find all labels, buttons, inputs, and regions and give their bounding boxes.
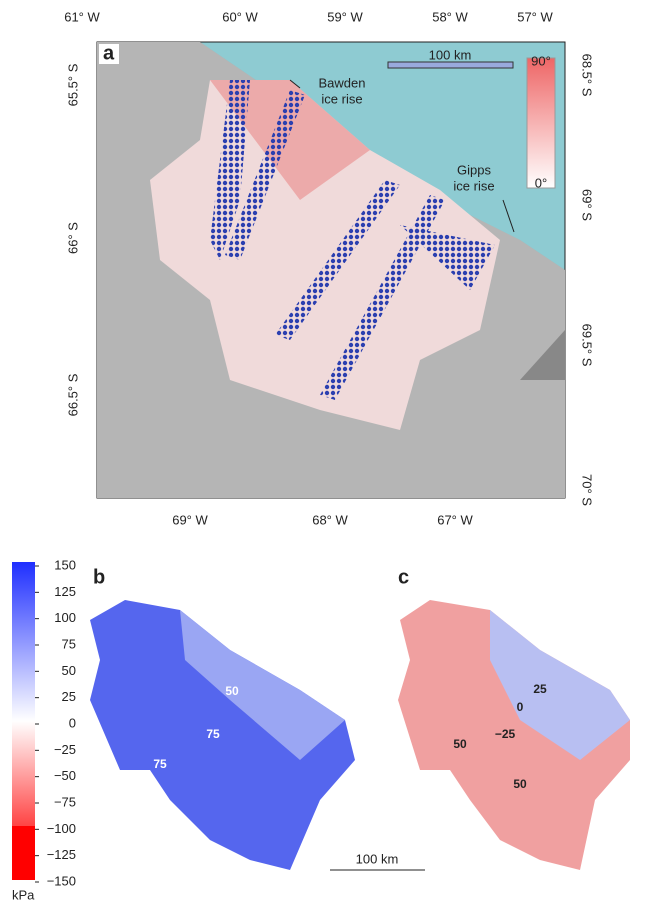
contour-label: 50	[513, 777, 527, 791]
contour-label: 50	[453, 737, 467, 751]
colorbar-tick-label: 125	[54, 584, 76, 599]
contour-label: 25	[533, 682, 547, 696]
axis-label: 67° W	[437, 512, 473, 527]
axis-label: 66° S	[65, 222, 80, 254]
colorbar-tick-label: 25	[62, 689, 76, 704]
axis-label: 69° S	[580, 189, 595, 221]
axis-label: 59° W	[327, 9, 363, 24]
colorbar-tick-label: −25	[54, 742, 76, 757]
colorbar-tick-label: 100	[54, 610, 76, 625]
contour-label: 50	[225, 684, 239, 698]
map-b	[90, 600, 355, 870]
annotation: Bawden	[319, 75, 366, 90]
contour-label: 75	[206, 727, 220, 741]
colorbar-tick-label: 50	[62, 663, 76, 678]
colorbar-tick-label: 150	[54, 557, 76, 572]
contour-label: −25	[495, 727, 516, 741]
map-b-region	[180, 610, 345, 760]
panel-label: b	[93, 566, 105, 588]
map-a	[96, 41, 566, 499]
map-c	[398, 600, 630, 870]
axis-label: 69.5° S	[580, 324, 595, 367]
axis-label: 60° W	[222, 9, 258, 24]
axis-label: 57° W	[517, 9, 553, 24]
panel-label: c	[398, 566, 409, 588]
axis-label: 68° W	[312, 512, 348, 527]
colorbar-tick-label: −125	[47, 847, 76, 862]
colorbar-min: 0°	[535, 175, 547, 190]
panel-label: a	[103, 42, 115, 64]
colorbar-tick-label: −50	[54, 768, 76, 783]
annotation: Gipps	[457, 162, 491, 177]
colorbar	[12, 562, 35, 880]
colorbar-tick-label: −100	[47, 821, 76, 836]
map-c-region	[490, 610, 630, 760]
colorbar-max: 90°	[531, 53, 551, 68]
annotation: ice rise	[321, 91, 362, 106]
contour-label: 0	[517, 700, 524, 714]
axis-label: 69° W	[172, 512, 208, 527]
scale-bar-label: 100 km	[356, 851, 399, 866]
axis-label: 58° W	[432, 9, 468, 24]
colorbar-tick-label: 0	[69, 715, 76, 730]
axis-label: 68.5° S	[580, 54, 595, 97]
axis-label: 61° W	[64, 9, 100, 24]
annotation: ice rise	[453, 178, 494, 193]
colorbar-tick-label: −150	[47, 873, 76, 888]
colorbar-tick-label: −75	[54, 794, 76, 809]
axis-label: 65.5° S	[65, 63, 80, 106]
scale-bar-label: 100 km	[429, 47, 472, 62]
contour-label: 75	[153, 757, 167, 771]
colorbar-unit: kPa	[12, 887, 35, 902]
axis-label: 66.5° S	[65, 373, 80, 416]
colorbar-tick-label: 75	[62, 636, 76, 651]
axis-label: 70° S	[580, 474, 595, 506]
